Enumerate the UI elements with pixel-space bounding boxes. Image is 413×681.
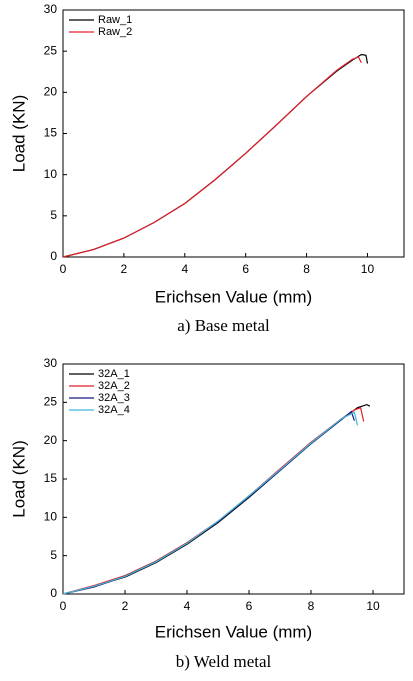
y-axis-label: Load (KN) [9, 440, 28, 517]
data-line [62, 410, 355, 595]
x-tick-label: 8 [303, 262, 310, 276]
y-tick-label: 10 [44, 167, 58, 181]
x-axis-label: Erichsen Value (mm) [155, 287, 312, 306]
legend-label: Raw_2 [98, 26, 132, 38]
data-line [62, 53, 369, 258]
y-tick-label: 5 [50, 208, 57, 222]
data-line [62, 411, 359, 595]
plot-frame [62, 9, 405, 258]
x-tick-label: 2 [122, 599, 129, 613]
y-tick-label: 15 [44, 471, 58, 485]
x-tick-label: 6 [246, 599, 253, 613]
x-tick-label: 4 [181, 262, 188, 276]
x-tick-label: 8 [308, 599, 315, 613]
y-tick-label: 20 [44, 433, 58, 447]
y-tick-label: 30 [44, 2, 58, 16]
y-tick-label: 25 [44, 395, 58, 409]
data-line [62, 406, 365, 595]
y-tick-label: 15 [44, 126, 58, 140]
x-axis-label: Erichsen Value (mm) [155, 622, 312, 641]
legend-label: 32A_4 [98, 404, 130, 416]
y-axis-label: Load (KN) [9, 95, 28, 172]
y-tick-label: 25 [44, 43, 58, 57]
data-line [62, 56, 362, 258]
legend-label: 32A_2 [98, 380, 130, 392]
caption: b) Weld metal [176, 652, 272, 671]
x-tick-label: 4 [184, 599, 191, 613]
y-tick-label: 30 [44, 356, 58, 370]
y-tick-label: 5 [50, 548, 57, 562]
y-tick-label: 0 [50, 249, 57, 263]
x-tick-label: 0 [60, 599, 67, 613]
legend-label: 32A_3 [98, 392, 130, 404]
x-tick-label: 10 [366, 599, 380, 613]
y-tick-label: 20 [44, 85, 58, 99]
x-tick-label: 0 [60, 262, 67, 276]
x-tick-label: 2 [121, 262, 128, 276]
legend-label: 32A_1 [98, 368, 130, 380]
legend-label: Raw_1 [98, 14, 132, 26]
y-tick-label: 0 [50, 586, 57, 600]
caption: a) Base metal [177, 316, 270, 335]
y-tick-label: 10 [44, 510, 58, 524]
x-tick-label: 6 [242, 262, 249, 276]
x-tick-label: 10 [361, 262, 375, 276]
data-line [62, 403, 371, 595]
